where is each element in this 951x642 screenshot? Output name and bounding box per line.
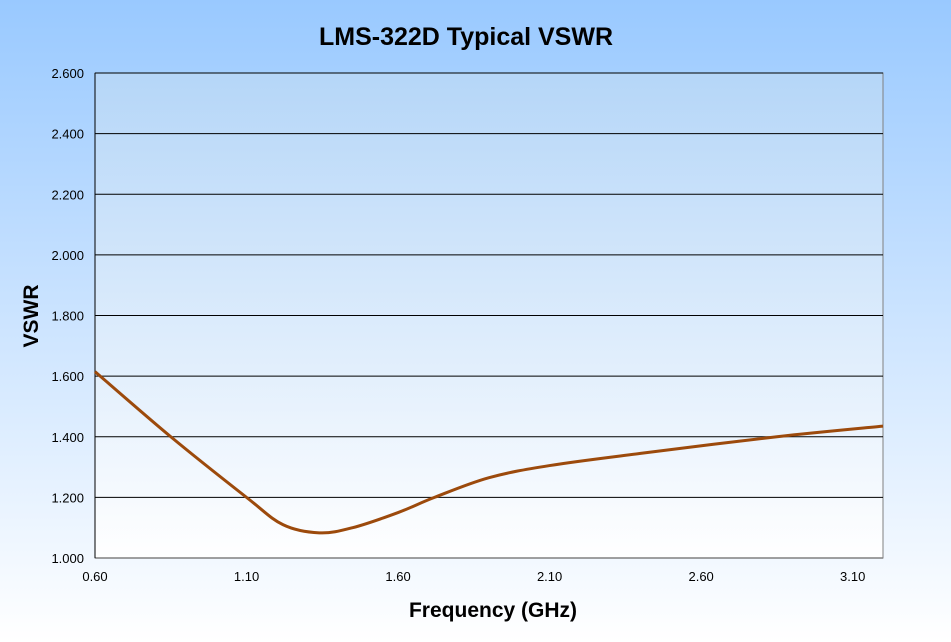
- y-tick-label: 1.600: [51, 369, 84, 384]
- y-tick-label: 1.400: [51, 430, 84, 445]
- chart-title: LMS-322D Typical VSWR: [319, 23, 613, 51]
- y-tick-label: 2.600: [51, 66, 84, 81]
- x-tick-label: 0.60: [82, 569, 107, 584]
- x-tick-label: 2.10: [537, 569, 562, 584]
- y-tick-label: 2.200: [51, 187, 84, 202]
- y-tick-label: 1.800: [51, 309, 84, 324]
- y-tick-label: 1.000: [51, 551, 84, 566]
- x-tick-label: 2.60: [688, 569, 713, 584]
- y-tick-label: 1.200: [51, 490, 84, 505]
- x-axis-label: Frequency (GHz): [409, 599, 577, 622]
- vswr-series-line: [94, 370, 884, 535]
- y-tick-label: 2.000: [51, 248, 84, 263]
- x-tick-label: 1.60: [385, 569, 410, 584]
- x-tick-label: 1.10: [234, 569, 259, 584]
- y-tick-label: 2.400: [51, 127, 84, 142]
- x-tick-label: 3.10: [840, 569, 865, 584]
- y-axis-label: VSWR: [20, 285, 43, 348]
